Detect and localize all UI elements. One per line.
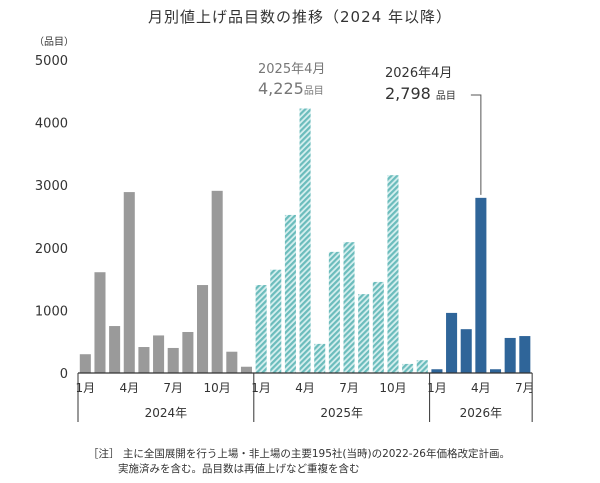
x-tick-label: 7月 (339, 381, 359, 395)
bar (372, 281, 384, 373)
chart-title: 月別値上げ品目数の推移（2024 年以降） (148, 8, 452, 26)
bar (358, 294, 370, 373)
bar (270, 269, 282, 373)
x-tick-label: 4月 (471, 381, 491, 395)
footnote-2: 実施済みを含む。品目数は再値上げなど重複を含む (118, 463, 360, 475)
y-tick-label: 5000 (35, 54, 68, 69)
y-tick-label: 2000 (35, 242, 68, 257)
y-tick-label: 0 (60, 367, 68, 382)
bar (109, 326, 121, 373)
bar (314, 343, 326, 373)
bar (504, 337, 516, 373)
bar (240, 366, 252, 373)
bar (226, 351, 238, 373)
group-label: 2024年 (145, 406, 188, 420)
bar (284, 214, 296, 373)
x-tick-label: 4月 (295, 381, 315, 395)
bar (255, 285, 267, 373)
bar (475, 197, 487, 373)
bar (197, 285, 209, 373)
x-tick-label: 1月 (76, 381, 96, 395)
x-tick-label: 10月 (379, 381, 406, 395)
bar (343, 242, 355, 373)
annotation-label: 2026年4月 (385, 66, 452, 81)
annotation-value: 2,798 品目 (385, 84, 456, 103)
bar (519, 336, 531, 373)
bar (460, 329, 472, 373)
x-tick-label: 7月 (163, 381, 183, 395)
bar (167, 347, 179, 373)
bar (431, 369, 443, 373)
y-tick-label: 1000 (35, 304, 68, 319)
bar (138, 347, 150, 373)
x-tick-label: 4月 (119, 381, 139, 395)
bar (211, 190, 223, 373)
y-tick-label: 3000 (35, 179, 68, 194)
bar (123, 192, 135, 373)
bar (94, 272, 106, 373)
bar (490, 369, 502, 373)
annotation-label: 2025年4月 (258, 62, 325, 77)
bar (182, 331, 194, 373)
x-tick-label: 7月 (515, 381, 535, 395)
bar (153, 335, 165, 373)
bar (402, 363, 414, 373)
bar (328, 251, 340, 373)
x-tick-label: 1月 (427, 381, 447, 395)
bar (79, 354, 91, 373)
y-axis-label: （品目） (34, 36, 74, 48)
y-tick-label: 4000 (35, 117, 68, 132)
x-tick-label: 1月 (251, 381, 271, 395)
group-label: 2025年 (320, 406, 363, 420)
bar (446, 312, 458, 373)
annotation-value: 4,225品目 (258, 79, 324, 98)
bar (387, 175, 399, 373)
x-tick-label: 10月 (204, 381, 231, 395)
footnote-1: ［注］ 主に全国展開を行う上場・非上場の主要195社(当時)の2022-26年価… (88, 448, 510, 460)
group-label: 2026年 (460, 406, 503, 420)
annotation-leader-line (470, 94, 482, 195)
bar (416, 360, 428, 373)
bar (299, 108, 311, 373)
